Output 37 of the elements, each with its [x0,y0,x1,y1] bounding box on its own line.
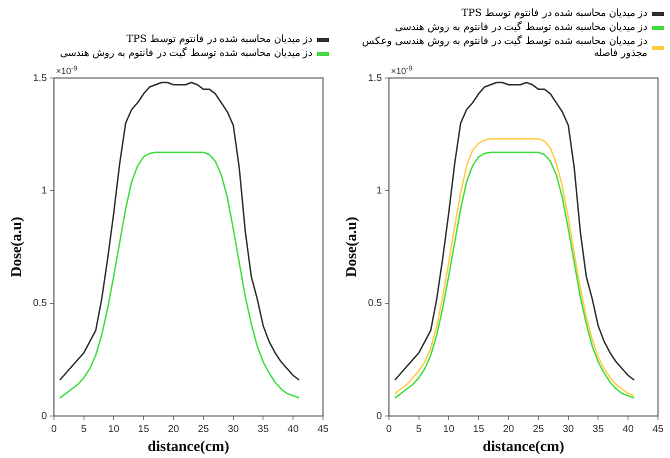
x-tick-label: 35 [592,424,604,435]
y-axis-title: Dose(a.u) [8,216,25,278]
x-axis-title: distance(cm) [482,438,564,455]
x-tick-label: 0 [51,424,58,435]
legend-label: دز میدیان محاسبه شده توسط گیت در فانتوم به روش هندسی [395,22,647,34]
x-tick-label: 20 [502,424,514,435]
x-tick-label: 45 [317,424,329,435]
x-tick-label: 10 [108,424,120,435]
x-tick-label: 5 [81,424,88,435]
x-tick-label: 10 [443,424,455,435]
y-tick-label: 0 [376,410,382,422]
legend-label: دز میدیان محاسبه شده در فانتوم توسط TPS [461,8,647,20]
y-tick-label: 0.5 [368,298,382,310]
legend-label: دز میدیان محاسبه شده در فانتوم توسط TPS [126,34,312,46]
y-tick-label: 0 [41,410,48,422]
x-tick-label: 15 [473,424,485,435]
x-tick-label: 20 [168,424,180,435]
x-tick-label: 0 [386,424,392,435]
x-axis-title: distance(cm) [148,438,230,455]
x-tick-label: 35 [258,424,270,435]
legend-label: دز میدیان محاسبه شده توسط گیت در فانتوم به روش هندسی [60,48,312,60]
x-tick-label: 30 [562,424,574,435]
x-tick-label: 40 [622,424,634,435]
y-tick-label: 1.5 [368,72,382,84]
x-tick-label: 45 [652,424,664,435]
y-tick-label: 1 [41,185,48,196]
x-tick-label: 25 [532,424,544,435]
x-tick-label: 40 [288,424,300,435]
legend-label: دز میدیان محاسبه شده توسط گیت در فانتوم به روش هندسی وعکس مجذور فاصله [361,36,647,60]
x-tick-label: 5 [416,424,422,435]
y-axis-title: Dose(a.u) [344,216,360,278]
x-tick-label: 30 [228,424,240,435]
y-tick-label: 0.5 [32,298,48,310]
x-tick-label: 25 [198,424,210,435]
y-tick-label: 1 [376,185,382,196]
y-tick-label: 1.5 [32,72,48,84]
x-tick-label: 15 [138,424,150,435]
